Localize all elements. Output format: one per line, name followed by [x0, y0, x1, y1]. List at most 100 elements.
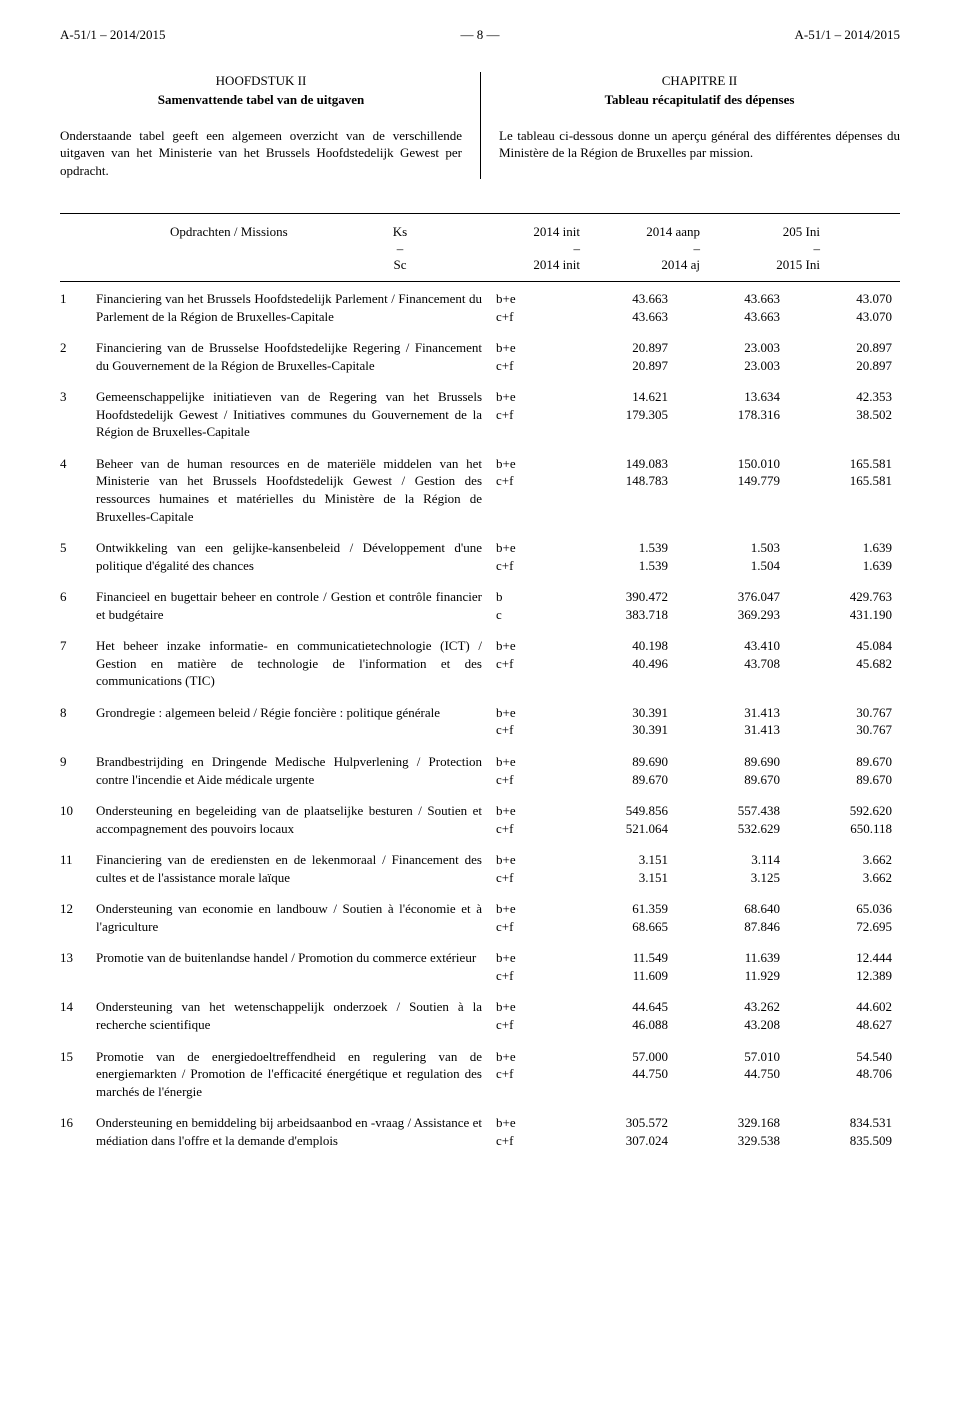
header-col2: 2014 aanp – 2014 aj	[580, 224, 700, 273]
table-row: 14Ondersteuning van het wetenschappelijk…	[60, 998, 900, 1033]
table-row: 4Beheer van de human resources en de mat…	[60, 455, 900, 525]
row-description: Financiering van de erediensten en de le…	[96, 851, 496, 886]
row-val-2014-aanp: 150.010149.779	[668, 455, 780, 525]
row-val-2014-init: 14.621179.305	[556, 388, 668, 441]
row-ks: b+ec+f	[496, 388, 556, 441]
row-ks: b+ec+f	[496, 802, 556, 837]
table-row: 13Promotie van de buitenlandse handel / …	[60, 949, 900, 984]
row-description: Ondersteuning en bemiddeling bij arbeids…	[96, 1114, 496, 1149]
row-val-2015-ini: 165.581165.581	[780, 455, 892, 525]
row-val-2014-init: 57.00044.750	[556, 1048, 668, 1101]
row-val-2015-ini: 429.763431.190	[780, 588, 892, 623]
header-c3-top: 205 Ini	[700, 224, 820, 240]
chapter-label-nl: HOOFDSTUK II	[60, 72, 462, 90]
header-missions: Opdrachten / Missions	[60, 224, 340, 273]
row-val-2015-ini: 592.620650.118	[780, 802, 892, 837]
row-val-2014-init: 11.54911.609	[556, 949, 668, 984]
chapter-title-nl: Samenvattende tabel van de uitgaven	[60, 91, 462, 109]
row-index: 6	[60, 588, 96, 623]
chapter-title-fr: Tableau récapitulatif des dépenses	[499, 91, 900, 109]
header-ks-mid: –	[340, 241, 460, 257]
row-val-2014-init: 44.64546.088	[556, 998, 668, 1033]
page-header: A-51/1 – 2014/2015 — 8 — A-51/1 – 2014/2…	[60, 26, 900, 44]
row-val-2014-init: 1.5391.539	[556, 539, 668, 574]
row-ks: b+ec+f	[496, 455, 556, 525]
table-row: 11Financiering van de erediensten en de …	[60, 851, 900, 886]
row-ks: b+ec+f	[496, 900, 556, 935]
row-val-2014-aanp: 11.63911.929	[668, 949, 780, 984]
row-description: Promotie van de energiedoeltreffendheid …	[96, 1048, 496, 1101]
row-index: 16	[60, 1114, 96, 1149]
table-row: 12Ondersteuning van economie en landbouw…	[60, 900, 900, 935]
row-val-2015-ini: 54.54048.706	[780, 1048, 892, 1101]
row-description: Ondersteuning van economie en landbouw /…	[96, 900, 496, 935]
row-val-2015-ini: 45.08445.682	[780, 637, 892, 690]
row-index: 15	[60, 1048, 96, 1101]
header-left: A-51/1 – 2014/2015	[60, 26, 165, 44]
row-ks: b+ec+f	[496, 949, 556, 984]
expenditure-table: Opdrachten / Missions Ks – Sc 2014 init …	[60, 213, 900, 1149]
row-index: 9	[60, 753, 96, 788]
table-row: 15Promotie van de energiedoeltreffendhei…	[60, 1048, 900, 1101]
row-index: 7	[60, 637, 96, 690]
table-row: 8Grondregie : algemeen beleid / Régie fo…	[60, 704, 900, 739]
row-val-2014-aanp: 68.64087.846	[668, 900, 780, 935]
row-val-2014-init: 30.39130.391	[556, 704, 668, 739]
row-val-2014-aanp: 1.5031.504	[668, 539, 780, 574]
intro-text-nl: Onderstaande tabel geeft een algemeen ov…	[60, 127, 462, 180]
table-row: 9Brandbestrijding en Dringende Medische …	[60, 753, 900, 788]
row-val-2015-ini: 89.67089.670	[780, 753, 892, 788]
header-c1-mid: –	[460, 241, 580, 257]
row-val-2014-aanp: 13.634178.316	[668, 388, 780, 441]
row-ks: b+ec+f	[496, 1048, 556, 1101]
row-val-2015-ini: 3.6623.662	[780, 851, 892, 886]
row-val-2015-ini: 20.89720.897	[780, 339, 892, 374]
table-body: 1Financiering van het Brussels Hoofdsted…	[60, 290, 900, 1149]
row-val-2014-aanp: 557.438532.629	[668, 802, 780, 837]
header-c2-mid: –	[580, 241, 700, 257]
header-missions-label: Opdrachten / Missions	[170, 224, 340, 240]
header-ks: Ks – Sc	[340, 224, 460, 273]
row-val-2014-init: 20.89720.897	[556, 339, 668, 374]
table-row: 6Financieel en bugettair beheer en contr…	[60, 588, 900, 623]
intro-left-col: HOOFDSTUK II Samenvattende tabel van de …	[60, 72, 480, 180]
header-c3-bot: 2015 Ini	[700, 257, 820, 273]
header-col3: 205 Ini – 2015 Ini	[700, 224, 820, 273]
row-description: Ondersteuning van het wetenschappelijk o…	[96, 998, 496, 1033]
row-val-2014-init: 40.19840.496	[556, 637, 668, 690]
header-c3-mid: –	[700, 241, 820, 257]
table-row: 7Het beheer inzake informatie- en commun…	[60, 637, 900, 690]
header-center: — 8 —	[461, 26, 500, 44]
header-c2-top: 2014 aanp	[580, 224, 700, 240]
row-val-2014-aanp: 3.1143.125	[668, 851, 780, 886]
row-ks: bc	[496, 588, 556, 623]
table-row: 3Gemeenschappelijke initiatieven van de …	[60, 388, 900, 441]
row-index: 2	[60, 339, 96, 374]
header-c2-bot: 2014 aj	[580, 257, 700, 273]
row-val-2014-aanp: 43.66343.663	[668, 290, 780, 325]
header-col1: 2014 init – 2014 init	[460, 224, 580, 273]
row-val-2014-aanp: 43.26243.208	[668, 998, 780, 1033]
row-val-2014-init: 61.35968.665	[556, 900, 668, 935]
row-val-2014-aanp: 43.41043.708	[668, 637, 780, 690]
row-index: 5	[60, 539, 96, 574]
header-c1-bot: 2014 init	[460, 257, 580, 273]
row-index: 11	[60, 851, 96, 886]
chapter-label-fr: CHAPITRE II	[499, 72, 900, 90]
intro-columns: HOOFDSTUK II Samenvattende tabel van de …	[60, 72, 900, 180]
row-ks: b+ec+f	[496, 539, 556, 574]
row-val-2014-aanp: 31.41331.413	[668, 704, 780, 739]
row-description: Grondregie : algemeen beleid / Régie fon…	[96, 704, 496, 739]
table-row: 5Ontwikkeling van een gelijke-kansenbele…	[60, 539, 900, 574]
row-ks: b+ec+f	[496, 704, 556, 739]
table-header-row: Opdrachten / Missions Ks – Sc 2014 init …	[60, 213, 900, 282]
row-val-2014-aanp: 89.69089.670	[668, 753, 780, 788]
row-description: Gemeenschappelijke initiatieven van de R…	[96, 388, 496, 441]
row-index: 14	[60, 998, 96, 1033]
row-description: Het beheer inzake informatie- en communi…	[96, 637, 496, 690]
header-right: A-51/1 – 2014/2015	[795, 26, 900, 44]
row-val-2014-init: 43.66343.663	[556, 290, 668, 325]
table-row: 10Ondersteuning en begeleiding van de pl…	[60, 802, 900, 837]
row-val-2014-init: 89.69089.670	[556, 753, 668, 788]
intro-right-col: CHAPITRE II Tableau récapitulatif des dé…	[480, 72, 900, 180]
